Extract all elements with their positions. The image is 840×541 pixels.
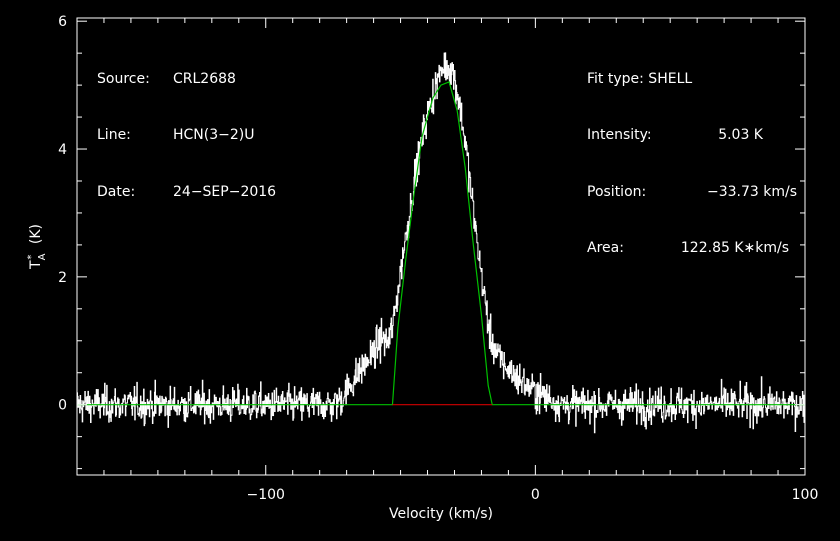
info-value: 24−SEP−2016	[173, 183, 277, 200]
y-axis-label-units: (K)	[28, 224, 44, 249]
info-key: Line:	[97, 127, 131, 144]
y-tick-label: 6	[58, 14, 67, 30]
info-row-date: Date: 24−SEP−2016	[97, 180, 276, 204]
x-tick-label: −100	[247, 487, 285, 503]
fit-row-area: Area: 122.85 K∗km/s	[587, 236, 797, 260]
x-tick-label: 0	[531, 487, 540, 503]
fit-row-position: Position: −33.73 km/s	[587, 180, 797, 204]
y-axis-label-star: *	[26, 255, 37, 260]
x-tick-label: 100	[792, 487, 819, 503]
info-row-source: Source: CRL2688	[97, 67, 276, 91]
y-tick-label: 2	[58, 270, 67, 286]
y-axis-label: TA* (K)	[26, 224, 48, 270]
info-value: HCN(3−2)U	[173, 127, 255, 144]
y-axis-label-A: A	[37, 253, 48, 260]
fit-value: 122.85 K∗km/s	[680, 239, 789, 256]
fit-value: −33.73 km/s	[706, 183, 797, 200]
fit-key: Position:	[587, 183, 647, 200]
series-group	[77, 52, 806, 434]
y-axis-label-T: T	[28, 260, 44, 270]
info-key: Date:	[97, 183, 136, 200]
series-spectrum	[77, 52, 806, 434]
fit-info: Fit type: SHELL Intensity: 5.03 K Positio…	[587, 35, 797, 276]
x-axis-label: Velocity (km/s)	[389, 506, 493, 522]
svg-text:TA* (K): TA* (K)	[26, 224, 48, 270]
plot-frame	[76, 17, 806, 476]
fit-key: Area:	[587, 239, 624, 256]
observation-info: Source: CRL2688 Line: HCN(3−2)U Date: 24−SE…	[97, 35, 276, 220]
info-row-line: Line: HCN(3−2)U	[97, 123, 276, 147]
series-fit	[77, 81, 805, 406]
fit-value: 5.03 K	[718, 127, 763, 144]
y-tick-label: 4	[58, 142, 67, 158]
fit-key: Intensity:	[587, 127, 652, 144]
fit-type: Fit type: SHELL	[587, 71, 693, 87]
info-value: CRL2688	[173, 71, 236, 87]
fit-row-intensity: Intensity: 5.03 K	[587, 123, 797, 147]
info-key: Source:	[97, 71, 150, 87]
ticks-group: −100 0 100 0 2 4 6	[58, 14, 818, 503]
y-tick-label: 0	[58, 398, 67, 414]
